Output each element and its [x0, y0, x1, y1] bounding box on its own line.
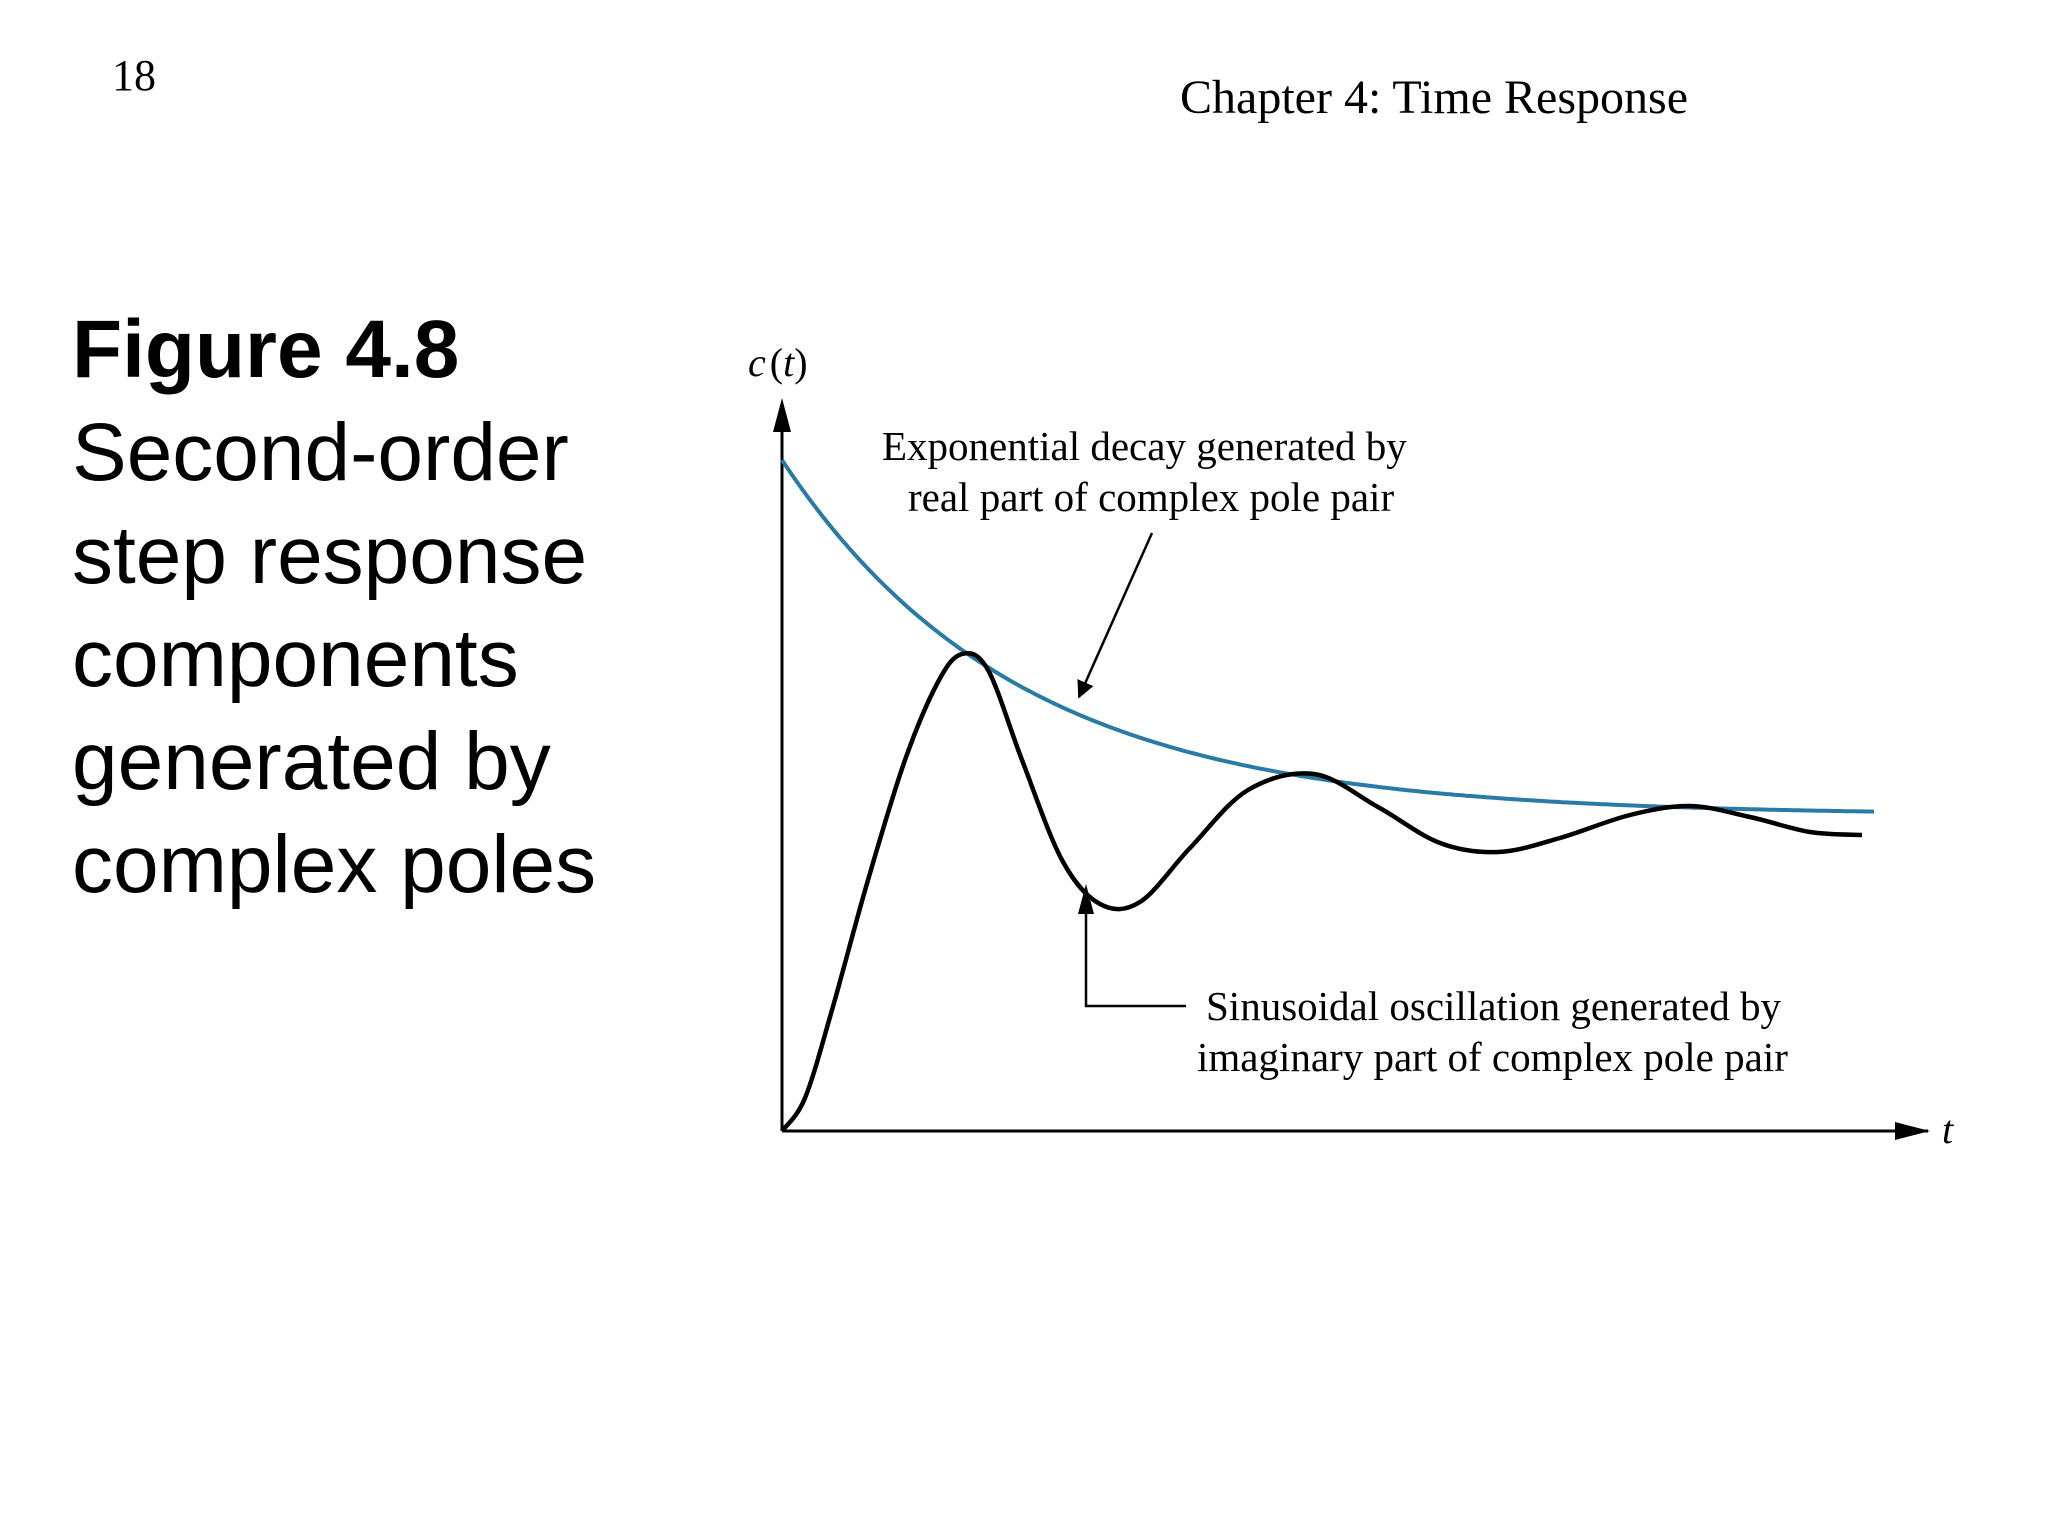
chapter-title: Chapter 4: Time Response [1180, 71, 1689, 124]
annotation-exponential-line1: Exponential decay generated by [882, 423, 1407, 469]
annotation-exponential-arrow [1077, 532, 1154, 699]
response-axis-arrowhead [773, 398, 791, 432]
annotation-sinusoid-arrowhead [1078, 884, 1094, 914]
caption-line-2: step response [72, 510, 588, 601]
annotation-exponential-line2: real part of complex pole pair [908, 474, 1394, 520]
caption-line-4: generated by [72, 716, 551, 807]
caption-line-3: components [72, 613, 519, 704]
y-axis-label: c (t) [748, 340, 808, 385]
time-axis-arrowhead [1895, 1122, 1930, 1140]
figure-title: Figure 4.8 [72, 304, 460, 395]
step-response-curve [780, 650, 1863, 1133]
x-axis-label: t [1942, 1107, 1954, 1152]
caption-line-1: Second-order [72, 407, 569, 498]
page-number: 18 [112, 51, 156, 100]
caption-line-5: complex poles [72, 819, 597, 910]
annotation-sinusoid-line2: imaginary part of complex pole pair [1197, 1034, 1788, 1080]
figure-caption: Figure 4.8 Second-order step response co… [72, 298, 712, 916]
annotation-sinusoid-line1: Sinusoidal oscillation generated by [1206, 983, 1782, 1029]
annotation-sinusoid-leader [1084, 892, 1186, 1008]
